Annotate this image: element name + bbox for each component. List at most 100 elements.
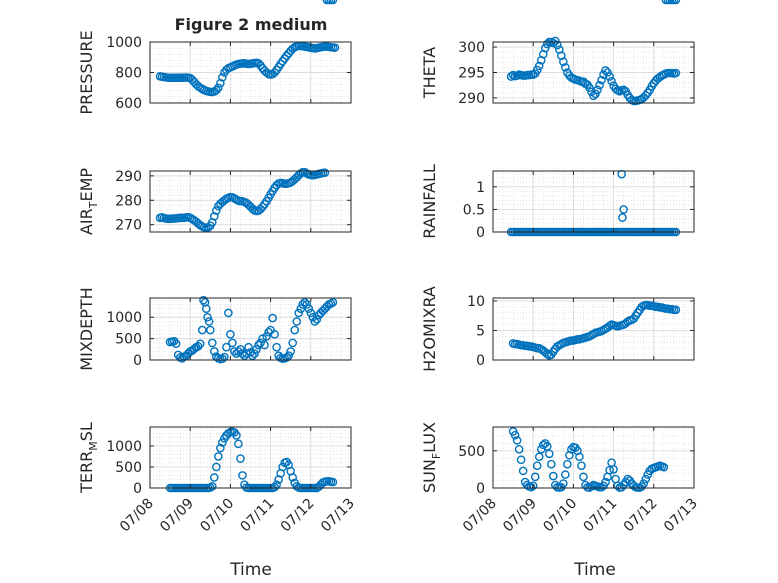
data-point bbox=[326, 299, 336, 308]
data-point bbox=[641, 91, 651, 100]
data-point bbox=[193, 342, 203, 351]
y-tick-label: 280 bbox=[115, 193, 142, 209]
y-tick-label: 10 bbox=[467, 294, 485, 310]
y-axis-label: RAINFALL bbox=[420, 164, 439, 239]
y-axis-label: AIRTEMP bbox=[77, 168, 100, 235]
data-point bbox=[288, 338, 298, 348]
data-point bbox=[203, 312, 212, 322]
data-point bbox=[618, 213, 627, 222]
y-tick-label: 500 bbox=[458, 444, 485, 460]
y-axis-label-part: AIR bbox=[77, 208, 96, 235]
data-point bbox=[671, 0, 681, 5]
axes-box bbox=[149, 426, 352, 489]
data-point bbox=[290, 325, 300, 335]
data-point bbox=[546, 459, 556, 469]
data-point bbox=[559, 479, 568, 488]
y-axis-label-subscript: T bbox=[87, 201, 100, 209]
y-tick-label: 500 bbox=[115, 460, 142, 476]
data-point bbox=[282, 353, 291, 362]
data-point bbox=[605, 72, 614, 81]
data-point bbox=[212, 206, 221, 215]
data-point bbox=[591, 89, 600, 99]
data-point bbox=[563, 459, 572, 469]
data-point bbox=[222, 342, 231, 352]
data-point bbox=[312, 315, 322, 324]
y-axis-label-subscript: F bbox=[430, 453, 443, 459]
data-point bbox=[538, 440, 548, 450]
data-point bbox=[587, 482, 596, 491]
y-tick-label: 1000 bbox=[106, 439, 142, 455]
data-point bbox=[593, 85, 602, 95]
data-point bbox=[244, 342, 253, 352]
data-point bbox=[260, 340, 269, 350]
data-point bbox=[530, 472, 540, 482]
subplot-h2omixra: 0 5 10 H2OMIXRA bbox=[420, 286, 695, 372]
y-tick-label: 600 bbox=[115, 96, 142, 112]
y-tick-label: 300 bbox=[458, 40, 485, 56]
subplot-mixdepth: 0 500 1000 MIXDEPTH bbox=[77, 287, 352, 371]
data-point bbox=[270, 68, 279, 77]
data-point bbox=[577, 461, 586, 470]
data-point bbox=[236, 454, 245, 463]
data-point bbox=[284, 351, 293, 361]
y-tick-label: 1 bbox=[476, 180, 485, 196]
data-point bbox=[199, 295, 208, 305]
y-axis-label-part: SL bbox=[77, 422, 96, 441]
y-tick-label: 0 bbox=[476, 353, 485, 369]
data-point bbox=[306, 308, 316, 318]
data-point bbox=[641, 474, 651, 484]
data-point bbox=[549, 38, 558, 48]
data-point bbox=[270, 330, 279, 339]
data-point bbox=[659, 462, 669, 472]
data-point bbox=[216, 443, 225, 453]
data-point bbox=[171, 339, 181, 349]
axes-box bbox=[149, 170, 352, 233]
data-point bbox=[561, 470, 570, 479]
y-tick-label: 0 bbox=[133, 481, 142, 497]
data-point bbox=[232, 431, 241, 440]
data-point bbox=[585, 83, 594, 93]
data-point bbox=[542, 442, 552, 451]
data-point bbox=[210, 347, 219, 356]
data-point bbox=[575, 452, 584, 462]
data-point bbox=[542, 39, 552, 49]
data-point bbox=[228, 338, 237, 348]
data-point bbox=[540, 43, 550, 53]
data-point bbox=[214, 83, 223, 93]
data-point bbox=[516, 455, 526, 465]
data-point bbox=[272, 342, 281, 352]
series-markers bbox=[165, 295, 338, 364]
axes-box bbox=[492, 297, 695, 361]
y-tick-label: 800 bbox=[115, 66, 142, 82]
data-point bbox=[526, 482, 536, 492]
data-point bbox=[597, 482, 606, 492]
data-point bbox=[514, 445, 524, 454]
data-point bbox=[534, 61, 544, 71]
data-point bbox=[512, 436, 522, 445]
y-axis-label: MIXDEPTH bbox=[77, 287, 96, 370]
y-tick-label: 500 bbox=[115, 332, 142, 348]
data-point bbox=[328, 0, 338, 5]
data-point bbox=[238, 349, 247, 358]
y-tick-label: 290 bbox=[115, 169, 142, 185]
data-point bbox=[328, 297, 338, 307]
y-axis-label: THETA bbox=[420, 47, 439, 99]
y-tick-label: 5 bbox=[476, 323, 485, 339]
data-point bbox=[605, 465, 614, 475]
data-point bbox=[286, 347, 296, 356]
data-point bbox=[328, 477, 338, 487]
data-point bbox=[597, 75, 606, 85]
data-point bbox=[609, 465, 618, 474]
y-tick-label: 0 bbox=[133, 353, 142, 369]
data-point bbox=[214, 452, 223, 461]
data-point bbox=[300, 297, 310, 307]
y-tick-label: 0.5 bbox=[463, 202, 485, 218]
data-point bbox=[195, 339, 205, 349]
data-point bbox=[310, 317, 320, 326]
data-point bbox=[296, 304, 306, 313]
y-tick-label: 295 bbox=[458, 66, 485, 82]
data-point bbox=[553, 40, 562, 50]
data-point bbox=[288, 473, 298, 482]
data-point bbox=[619, 205, 628, 214]
